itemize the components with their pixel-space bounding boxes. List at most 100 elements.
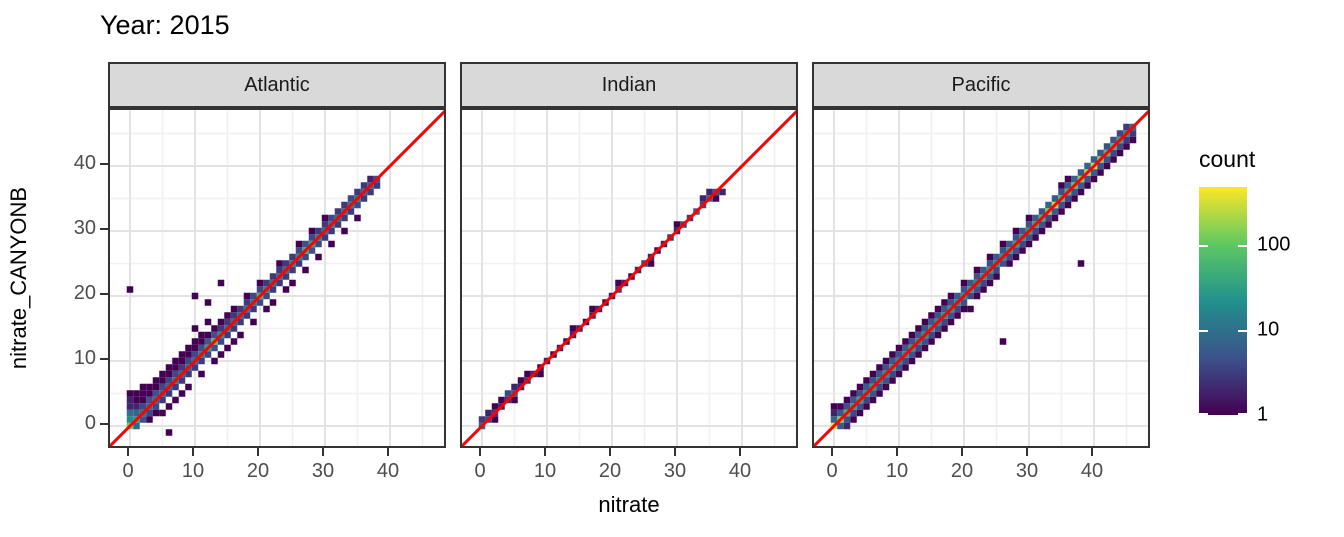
bin2d-tile: [1129, 136, 1137, 144]
bin2d-tile: [146, 409, 153, 417]
y-tick-label: 20: [73, 282, 96, 304]
bin2d-tile: [211, 357, 218, 365]
bin2d-tile: [934, 305, 942, 313]
bin2d-tile: [172, 396, 179, 404]
plot-title: Year: 2015: [100, 10, 230, 40]
bin2d-tile: [921, 325, 929, 332]
facet-strip-pacific: Pacific: [812, 62, 1150, 108]
bin2d-tile: [152, 390, 160, 397]
x-tick-mark: [192, 448, 194, 456]
bin2d-tile: [1103, 156, 1111, 163]
bin2d-tile: [172, 370, 179, 378]
bin2d-tile: [908, 351, 916, 358]
panel-plot-indian: [462, 110, 796, 446]
panel-plot-atlantic: [110, 110, 444, 446]
bin2d-tile: [902, 344, 909, 352]
bin2d-tile: [1058, 208, 1065, 215]
bin2d-tile: [863, 396, 870, 404]
bin2d-tile: [511, 383, 518, 391]
bin2d-tile: [1103, 162, 1111, 170]
bin2d-tile: [1051, 208, 1059, 215]
bin2d-tile: [882, 383, 890, 391]
x-tick-mark: [961, 448, 963, 456]
bin2d-tile: [178, 377, 186, 384]
bin2d-tile: [224, 331, 231, 339]
x-tick-mark: [674, 448, 676, 456]
bin2d-tile: [295, 240, 303, 248]
x-tick-mark: [544, 448, 546, 456]
bin2d-tile: [276, 260, 283, 267]
facet-strip-atlantic: Atlantic: [108, 62, 446, 108]
x-tick-label: 40: [728, 460, 752, 482]
y-tick-label: 40: [73, 152, 96, 174]
bin2d-tile: [882, 357, 890, 365]
bin2d-tile: [185, 357, 192, 365]
bin2d-tile: [276, 279, 283, 287]
bin2d-tile: [295, 260, 303, 267]
bin2d-tile: [830, 409, 838, 417]
bin2d-tile: [308, 234, 316, 241]
bin2d-tile: [895, 344, 903, 352]
bin2d-tile: [954, 292, 961, 300]
bin2d-tile: [126, 390, 134, 397]
bin2d-tile: [308, 247, 316, 254]
y-tick-mark: [100, 163, 108, 165]
facet-strip-label: Pacific: [951, 73, 1011, 96]
bin2d-tile: [165, 390, 173, 397]
x-tick-mark: [322, 448, 324, 456]
bin2d-tile: [328, 240, 335, 248]
bin2d-tile: [850, 409, 857, 417]
bin2d-tile: [1019, 247, 1026, 254]
bin2d-tile: [947, 318, 955, 326]
bin2d-tile: [308, 227, 316, 235]
bin2d-tile: [1025, 234, 1033, 241]
bin2d-tile: [250, 305, 257, 313]
bin2d-tile: [1077, 182, 1085, 189]
bin2d-tile: [960, 279, 968, 287]
bin2d-tile: [1071, 195, 1078, 202]
bin2d-tile: [999, 338, 1007, 345]
bin2d-tile: [133, 403, 140, 410]
bin2d-tile: [830, 416, 838, 423]
bin2d-tile: [869, 390, 877, 397]
bin2d-tile: [191, 351, 199, 358]
bin2d-tile: [478, 416, 486, 423]
x-tick-mark: [1026, 448, 1028, 456]
bin2d-tile: [1032, 227, 1039, 235]
x-tick-label: 10: [181, 460, 205, 482]
bin2d-tile: [928, 318, 935, 326]
bin2d-tile: [269, 299, 277, 306]
x-tick-mark: [831, 448, 833, 456]
y-tick-mark: [100, 423, 108, 425]
x-axis-title: nitrate: [598, 492, 660, 517]
bin2d-tile: [133, 422, 140, 430]
bin2d-tile: [908, 357, 916, 365]
y-axis-title: nitrate_CANYONB: [6, 186, 31, 370]
bin2d-tile: [999, 240, 1007, 248]
legend-title: count: [1199, 146, 1256, 172]
bin2d-tile: [289, 279, 296, 287]
bin2d-tile: [159, 370, 166, 378]
bin2d-tile: [856, 383, 864, 391]
bin2d-tile: [360, 195, 368, 202]
legend-tick-label: 1: [1257, 403, 1269, 426]
bin2d-tile: [921, 344, 929, 352]
bin2d-tile: [589, 305, 596, 313]
bin2d-tile: [204, 318, 212, 326]
bin2d-tile: [615, 279, 622, 287]
bin2d-tile: [328, 227, 335, 235]
bin2d-tile: [1084, 175, 1091, 183]
bin2d-tile: [973, 273, 981, 280]
x-tick-mark: [609, 448, 611, 456]
bin2d-tile: [191, 325, 199, 332]
bin2d-tile: [895, 364, 903, 371]
legend-tick-mark: [1238, 329, 1247, 332]
bin2d-tile: [934, 325, 942, 332]
bin2d-tile: [941, 318, 948, 326]
bin2d-tile: [673, 221, 681, 228]
x-tick-mark: [739, 448, 741, 456]
bin2d-tile: [230, 305, 238, 313]
bin2d-tile: [152, 383, 160, 391]
bin2d-tile: [354, 214, 361, 222]
bin2d-tile: [321, 214, 329, 222]
